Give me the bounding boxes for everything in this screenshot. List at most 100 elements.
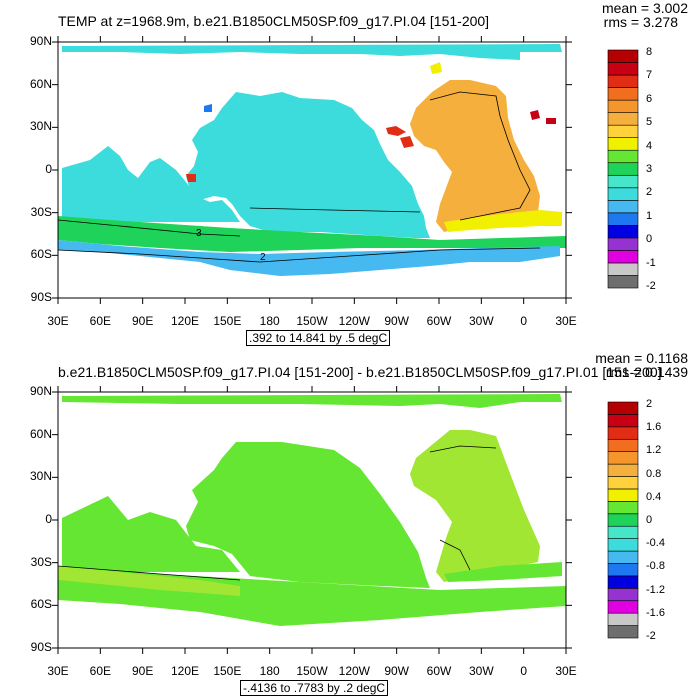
lon-tick-label: 90W <box>384 664 409 678</box>
colorbar-swatch <box>607 575 639 589</box>
bottom-mean-stat: mean = 0.1168 <box>595 350 688 366</box>
colorbar-swatch <box>607 137 639 151</box>
colorbar-label: 2 <box>646 398 653 410</box>
colorbar-label: -2 <box>646 280 656 292</box>
colorbar-label: -0.8 <box>646 560 665 573</box>
bottom-map <box>57 391 567 649</box>
lat-tick-label: 90S <box>30 290 52 304</box>
lat-tick-label: 60N <box>29 426 52 441</box>
bottom-range-box: -.4136 to .7783 by .2 degC <box>240 680 389 696</box>
lat-tick-label: 30N <box>29 119 52 134</box>
colorbar-swatch <box>607 476 639 490</box>
lat-tick-label: 0 <box>45 162 52 176</box>
colorbar-label: -0.4 <box>646 537 665 550</box>
top-contour-label-2: 2 <box>260 252 266 263</box>
colorbar-swatch <box>607 200 639 214</box>
lon-tick-label: 150E <box>213 664 242 678</box>
colorbar-swatch <box>607 414 639 428</box>
colorbar-label: 4 <box>646 139 653 152</box>
lon-tick-label: 90E <box>131 314 154 328</box>
lon-tick-label: 90W <box>384 314 409 328</box>
lat-tick-label: 30S <box>30 204 52 219</box>
lat-tick-label: 0 <box>45 512 52 526</box>
lon-tick-label: 180 <box>259 664 280 678</box>
colorbar-swatch <box>607 451 639 465</box>
lon-tick-label: 120E <box>170 664 200 678</box>
colorbar-swatch <box>607 237 639 251</box>
lat-tick-label: 60S <box>30 597 52 612</box>
lon-tick-label: 150E <box>213 314 242 328</box>
colorbar-swatch <box>607 612 639 626</box>
colorbar-swatch <box>607 600 639 614</box>
colorbar-label: 0.8 <box>646 467 662 480</box>
lon-tick-label: 120W <box>338 664 370 678</box>
colorbar-swatch <box>607 438 639 452</box>
colorbar-swatch <box>607 187 639 201</box>
colorbar-swatch <box>607 538 639 552</box>
lat-tick-label: 30S <box>30 554 52 569</box>
lon-tick-label: 60W <box>426 314 452 328</box>
lon-tick-label: 60W <box>426 664 452 678</box>
lon-tick-label: 30E <box>555 314 577 328</box>
bottom-contour-lines <box>57 445 497 581</box>
bottom-ocean-field <box>58 394 566 626</box>
lon-tick-label: 30E <box>555 664 577 678</box>
lat-tick-label: 60S <box>30 247 52 262</box>
colorbar-swatch <box>607 87 639 101</box>
colorbar-swatch <box>607 99 639 113</box>
colorbar-swatch <box>607 74 639 88</box>
colorbar-label: 2 <box>646 186 653 199</box>
colorbar-label: 1.6 <box>646 421 662 434</box>
colorbar-label: 3 <box>646 163 653 175</box>
colorbar-swatch <box>607 550 639 564</box>
colorbar-label: -1.6 <box>646 606 665 619</box>
bottom-colorbar <box>607 401 639 639</box>
lon-tick-label: 30W <box>468 314 494 328</box>
colorbar-swatch <box>607 124 639 138</box>
lon-tick-label: 30W <box>468 664 494 678</box>
top-ocean-field <box>58 44 566 276</box>
lat-tick-label: 90N <box>29 34 52 48</box>
lat-tick-label: 90S <box>30 640 52 654</box>
colorbar-swatch <box>607 488 639 502</box>
colorbar-swatch <box>607 174 639 189</box>
colorbar-label: -1 <box>646 256 656 269</box>
lon-tick-label: 60E <box>89 314 111 328</box>
lon-tick-label: 120W <box>338 314 370 328</box>
colorbar-label: 7 <box>646 69 653 82</box>
colorbar-label: 6 <box>646 92 653 105</box>
colorbar-label: -1.2 <box>646 583 665 596</box>
lon-tick-label: 90E <box>131 664 154 678</box>
colorbar-swatch <box>607 49 639 63</box>
colorbar-swatch <box>607 212 639 226</box>
colorbar-swatch <box>607 275 639 289</box>
top-map: 3 2 <box>57 41 567 299</box>
colorbar-swatch <box>607 463 639 477</box>
bottom-rms-stat: rms = 0.1439 <box>605 364 688 380</box>
colorbar-swatch <box>607 426 639 440</box>
colorbar-swatch <box>607 149 639 164</box>
colorbar-label: 1.2 <box>646 444 662 457</box>
colorbar-swatch <box>607 625 639 639</box>
colorbar-label: 1 <box>646 209 653 222</box>
lon-tick-label: 30E <box>47 314 69 328</box>
colorbar-label: 0 <box>646 233 653 246</box>
lon-tick-label: 0 <box>520 314 527 328</box>
colorbar-label: -2 <box>646 630 656 642</box>
top-colorbar <box>607 49 639 289</box>
colorbar-swatch <box>607 401 639 415</box>
colorbar-label: 0.4 <box>646 490 662 503</box>
lon-tick-label: 180 <box>259 314 280 328</box>
lat-tick-label: 90N <box>29 384 52 398</box>
colorbar-swatch <box>607 250 639 264</box>
colorbar-label: 5 <box>646 116 653 129</box>
lon-tick-label: 120E <box>170 314 200 328</box>
colorbar-swatch <box>607 225 639 239</box>
lon-tick-label: 30E <box>47 664 69 678</box>
colorbar-swatch <box>607 501 639 515</box>
lat-tick-label: 30N <box>29 469 52 484</box>
colorbar-swatch <box>607 162 639 176</box>
top-contour-lines <box>57 91 541 263</box>
top-mean-stat: mean = 3.002 <box>601 0 688 16</box>
